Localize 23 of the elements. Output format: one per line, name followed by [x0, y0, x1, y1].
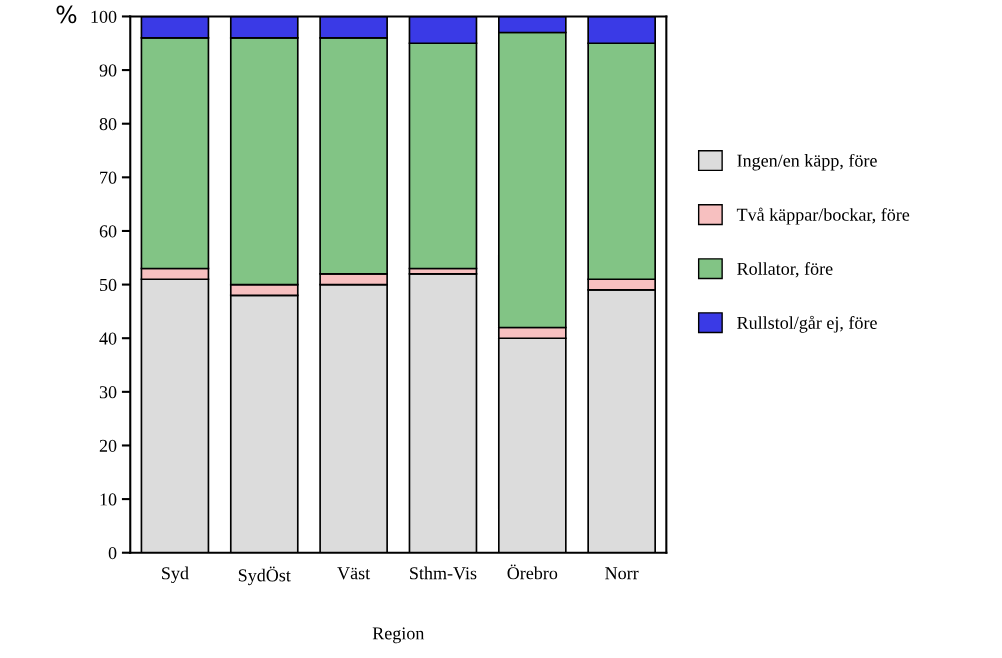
x-tick-label: Syd [162, 566, 189, 584]
x-tick-label: SydÖst [238, 566, 291, 586]
y-tick-label: 100 [91, 10, 117, 23]
legend-label: Ingen/en käpp, före [737, 153, 877, 171]
legend-label: Två käppar/bockar, före [736, 207, 910, 225]
y-tick-label: 40 [99, 332, 117, 345]
x-axis-title: Region [372, 627, 425, 644]
y-tick-label: 70 [100, 171, 117, 184]
y-tick-label: 60 [99, 225, 117, 238]
y-tick-label: 50 [100, 278, 117, 292]
y-tick-label: 20 [99, 439, 117, 452]
x-tick-label: Norr [605, 567, 639, 580]
y-tick-label: 80 [99, 117, 117, 131]
y-tick-label: 30 [99, 386, 117, 399]
y-axis-title: % [56, 5, 77, 24]
y-tick-label: 90 [99, 64, 117, 77]
legend-label: Rollator, före [737, 262, 833, 278]
y-tick-label: 10 [100, 493, 117, 506]
x-tick-label: Väst [337, 567, 371, 580]
x-tick-label: Sthm-Vis [410, 566, 477, 580]
legend-label: Rullstol/går ej, före [737, 315, 877, 333]
y-tick-label: 0 [108, 546, 117, 560]
x-tick-label: Örebro [507, 564, 558, 580]
